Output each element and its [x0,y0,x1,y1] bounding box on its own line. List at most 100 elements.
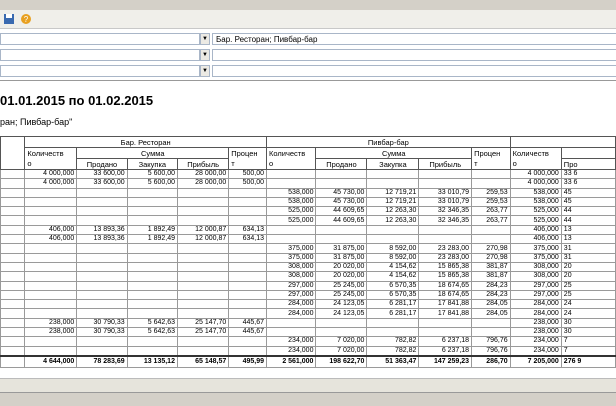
input[interactable] [212,65,616,77]
cell [228,308,268,319]
cell [126,252,178,263]
cell [0,345,26,357]
cell: 8 592,00 [366,252,420,263]
cell: 12 000,87 [176,224,230,236]
help-button[interactable]: ? [20,13,32,25]
cell: 7 [560,336,616,347]
cell: 44 [560,215,616,226]
cell [126,187,178,198]
cell [176,261,230,273]
cell: 1 892,49 [126,234,178,245]
cell [471,178,511,189]
cell [366,317,420,329]
cell: 33 600,00 [76,168,128,180]
cell: 25 245,00 [315,280,368,291]
cell: 276 9 [560,354,616,368]
cell [471,327,511,338]
cell: 284,000 [266,299,317,310]
cell [126,308,178,319]
cell: 13 135,12 [126,354,178,368]
cell: 4 154,62 [366,261,420,273]
filter-field[interactable]: Бар. Ресторан; Пивбар-бар [212,33,616,45]
report-table: Бар. Ресторан Пивбар-бар Количеств Сумма Про… [0,136,616,368]
cell [228,243,268,254]
cell [315,168,368,180]
cell: 51 363,47 [366,354,420,368]
data-row: 297,000 25 245,00 6 570,35 18 674,65 284,23 2… [0,289,616,301]
cell [76,280,128,291]
cell: 4 000,000 [24,168,78,180]
cell [0,327,26,338]
save-button[interactable] [3,13,15,25]
cell: 284,05 [471,308,511,319]
cell [176,252,230,263]
cell: 525,000 [509,206,562,217]
sum-subheader: Прибыль [418,158,473,170]
cell [266,224,317,236]
input[interactable] [212,49,616,61]
horizontal-scrollbar[interactable] [0,378,616,392]
cell: 6 237,18 [418,345,473,357]
cell [24,215,78,226]
cell [0,243,26,254]
cell: 297,000 [509,280,562,291]
divider [0,80,616,81]
cell: 445,67 [228,327,268,338]
cell: 5 600,00 [126,168,178,180]
cell: 45 [560,196,616,208]
cell [24,196,78,208]
cell [366,168,420,180]
input[interactable] [0,33,200,45]
sum-header: Сумма [76,147,230,159]
dropdown-button[interactable]: ▼ [200,65,210,77]
cell [176,299,230,310]
cell [418,234,473,245]
cell: 15 865,38 [418,271,473,282]
input[interactable] [0,49,200,61]
cell: 18 674,65 [418,280,473,291]
quantity-header: Количеств [266,147,317,159]
cell: 7 020,00 [315,336,368,347]
cell [228,261,268,273]
cell [24,271,78,282]
data-row: 538,000 45 730,00 12 719,21 33 010,79 259,53… [0,196,616,208]
data-row: 525,000 44 609,65 12 263,30 32 346,35 263,77… [0,215,616,226]
cell [76,345,128,357]
cell: 20 [560,261,616,273]
cell [366,234,420,245]
data-row: 406,000 13 893,36 1 892,49 12 000,87 634,13 4… [0,224,616,236]
cell [266,168,317,180]
data-row: 284,000 24 123,05 6 281,17 17 841,88 284,05 2… [0,308,616,319]
cell: 20 020,00 [315,271,368,282]
cell: 234,000 [266,345,317,357]
cell: 7 [560,345,616,357]
cell: 308,000 [509,261,562,273]
cell: 1 892,49 [126,224,178,236]
cell [126,280,178,291]
cell: 23 283,00 [418,252,473,263]
input[interactable] [0,65,200,77]
dropdown-button[interactable]: ▼ [200,49,210,61]
cell: 12 263,30 [366,206,420,217]
quantity-header: о [266,158,317,170]
data-row: 308,000 20 020,00 4 154,62 15 865,38 381,87 3… [0,261,616,273]
header-cell [0,136,26,170]
dropdown-button[interactable]: ▼ [200,33,210,45]
cell: 5 642,63 [126,327,178,338]
cell: 538,000 [509,196,562,208]
data-row: 284,000 24 123,05 6 281,17 17 841,88 284,05 2… [0,299,616,310]
cell: 33 010,79 [418,187,473,198]
cell: 270,98 [471,243,511,254]
cell [471,168,511,180]
cell [24,280,78,291]
cell [76,289,128,301]
cell: 259,53 [471,187,511,198]
cell: 238,000 [24,317,78,329]
cell [0,271,26,282]
total-row: 4 644,000 78 283,69 13 135,12 65 148,57 495,… [0,354,616,368]
cell: 538,000 [509,187,562,198]
cell [76,299,128,310]
percent-header: т [471,158,511,170]
sold-header: Про [560,158,616,170]
cell [0,299,26,310]
